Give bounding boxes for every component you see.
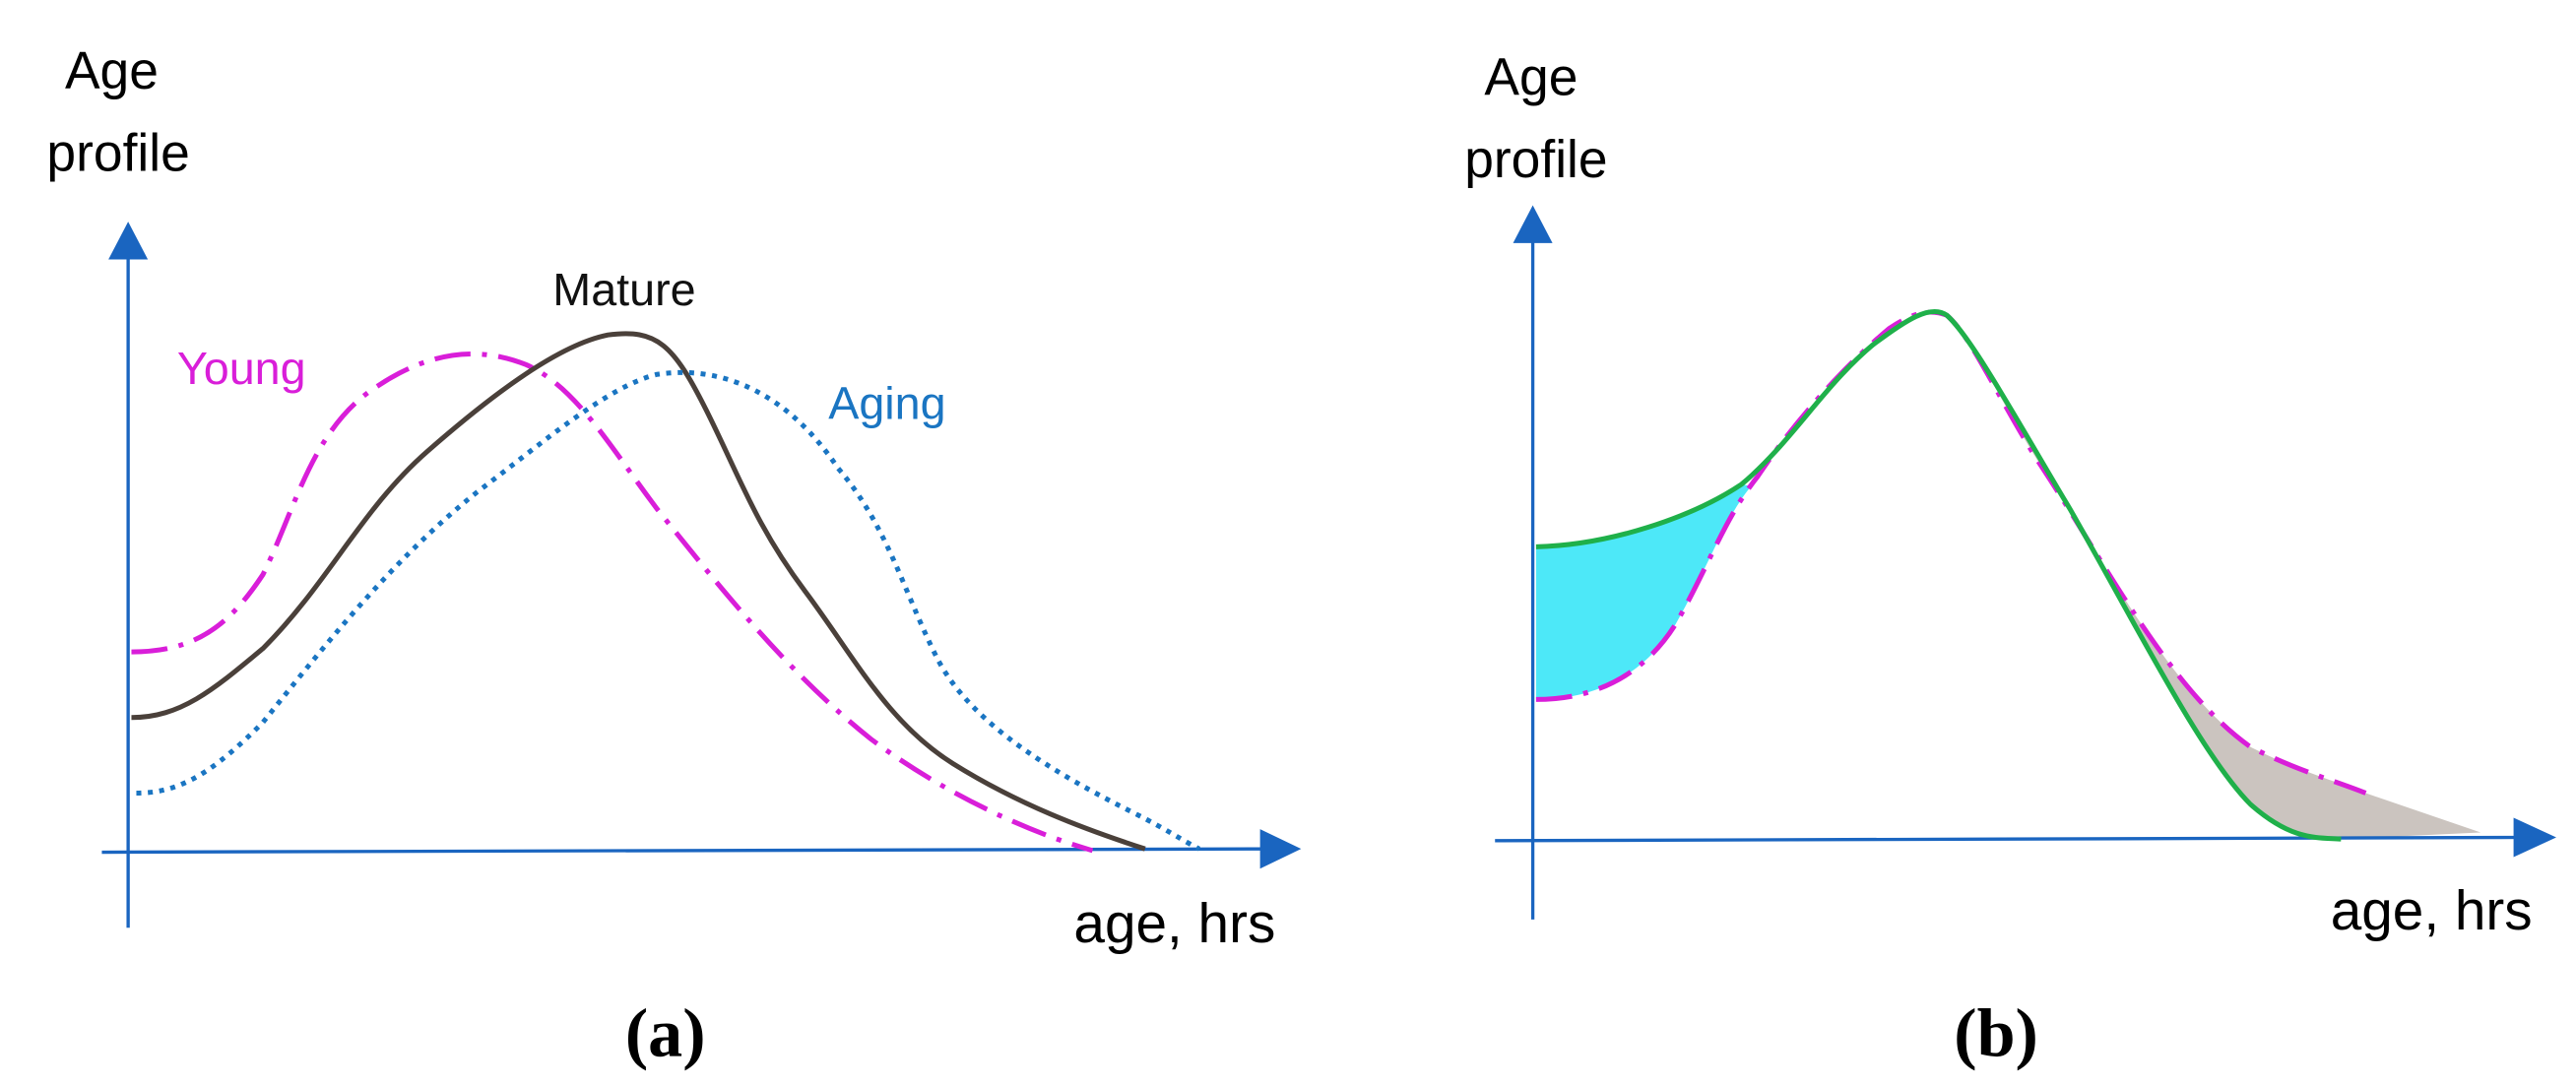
- x-axis: [101, 847, 1265, 855]
- x-axis-arrow: [1259, 829, 1302, 869]
- curve-label: Young: [177, 343, 306, 394]
- young-curve: [131, 352, 1094, 854]
- y-label: Age: [1484, 49, 1578, 107]
- y-axis-arrow: [108, 222, 149, 260]
- x-label: age, hrs: [1073, 893, 1275, 955]
- gray-area: [1947, 315, 2481, 840]
- curve-label: Mature: [552, 264, 695, 315]
- x-label: age, hrs: [2331, 880, 2533, 942]
- x-axis: [1495, 835, 2519, 843]
- x-axis-arrow: [2513, 817, 2556, 858]
- cyan-area: [1535, 483, 1752, 700]
- aging-curve: [136, 369, 1201, 852]
- y-label: Age: [65, 42, 159, 100]
- measured-curve: [1535, 308, 2342, 842]
- caption: (a): [625, 995, 706, 1071]
- y-label: profile: [1464, 131, 1607, 189]
- caption: (b): [1954, 995, 2038, 1071]
- curve-label: Aging: [828, 377, 945, 428]
- panel-a: Age profile Young Mature Aging age, hrs …: [46, 42, 1302, 1071]
- y-label: profile: [46, 124, 189, 182]
- y-axis-arrow: [1513, 205, 1553, 243]
- panel-b: Age profile age, hrs (b): [1464, 49, 2556, 1071]
- mature-curve: [131, 331, 1146, 852]
